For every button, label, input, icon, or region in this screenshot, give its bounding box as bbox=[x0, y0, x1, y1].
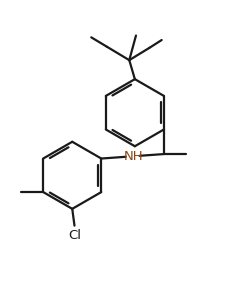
Text: NH: NH bbox=[124, 150, 144, 163]
Text: Cl: Cl bbox=[68, 229, 81, 242]
